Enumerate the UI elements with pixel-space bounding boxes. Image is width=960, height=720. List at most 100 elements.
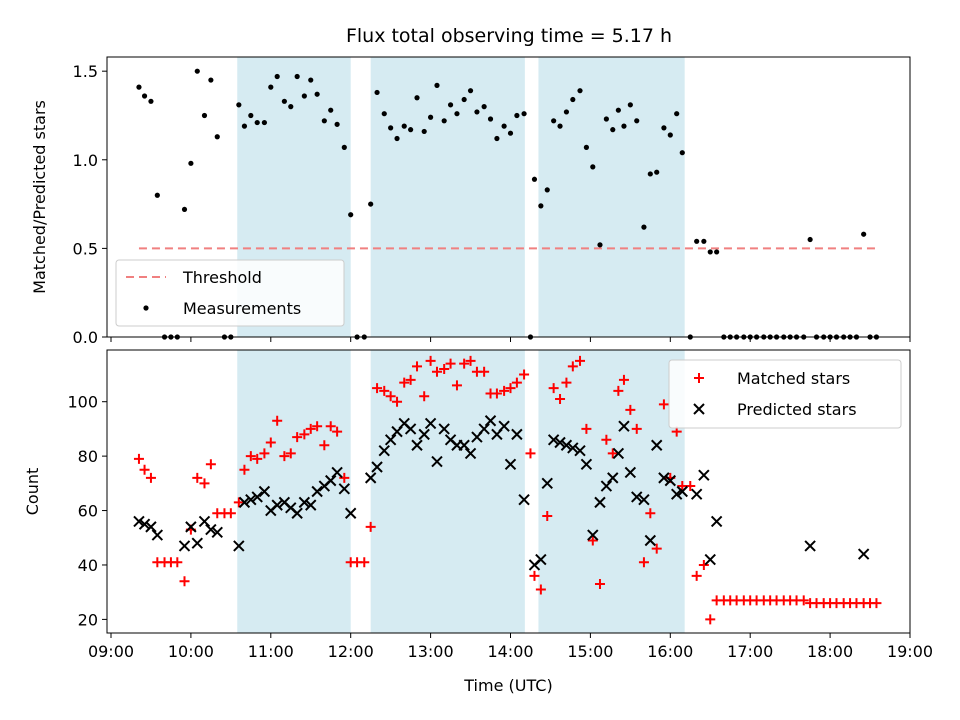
legend-plus-mark bbox=[694, 373, 704, 383]
matched-point bbox=[638, 557, 649, 568]
matched-point bbox=[594, 579, 605, 590]
top-x-ticks bbox=[110, 337, 911, 342]
shaded-interval-2 bbox=[370, 57, 525, 337]
bottom-x-axis: 09:00 10:00 11:00 12:00 13:00 14:00 15:00 16:00… bbox=[88, 633, 933, 661]
predicted-point bbox=[185, 521, 197, 533]
measurement-point bbox=[236, 102, 242, 108]
measurement-point bbox=[514, 112, 520, 119]
measurement-point bbox=[141, 93, 148, 99]
matched-point bbox=[145, 472, 156, 483]
bottom-legend: Matched stars Predicted stars bbox=[668, 359, 902, 429]
predicted-point bbox=[438, 423, 450, 435]
measurement-point bbox=[261, 119, 268, 126]
matched-point bbox=[535, 584, 546, 595]
matched-point bbox=[379, 385, 390, 396]
measurement-point bbox=[181, 206, 188, 213]
matched-point bbox=[561, 377, 572, 388]
measurement-point bbox=[714, 249, 720, 255]
predicted-point bbox=[612, 447, 625, 460]
measurement-point bbox=[507, 130, 514, 136]
matched-point bbox=[292, 432, 303, 443]
measurement-point bbox=[597, 242, 603, 248]
predicted-point bbox=[133, 515, 145, 528]
predicted-point bbox=[404, 423, 417, 435]
predicted-point bbox=[710, 515, 723, 528]
top-legend: Threshold Measurements bbox=[115, 259, 345, 327]
shaded-interval-3 bbox=[538, 350, 685, 633]
top-plot-frame bbox=[106, 56, 911, 338]
x-tick-label: 16:00 bbox=[647, 642, 693, 661]
measurement-point bbox=[615, 107, 621, 113]
bottom-panel: 20 40 60 80 100 09:00 10:00 11:00 12:00 13:00 14:… bbox=[23, 349, 933, 695]
measurement-point bbox=[334, 121, 340, 127]
measurement-point bbox=[447, 102, 454, 108]
matched-point bbox=[505, 383, 516, 394]
predicted-point bbox=[670, 488, 683, 500]
matched-point bbox=[625, 404, 636, 415]
measurement-point bbox=[661, 125, 667, 131]
predicted-point bbox=[258, 485, 271, 498]
y-tick-label: 1.0 bbox=[73, 151, 98, 170]
shaded-interval-2 bbox=[370, 350, 525, 633]
measurement-point bbox=[861, 231, 867, 237]
predicted-point bbox=[464, 447, 477, 460]
predicted-point bbox=[458, 439, 470, 451]
matched-point bbox=[419, 391, 430, 402]
predicted-point bbox=[344, 507, 357, 519]
top-y-axis: 0.0 0.5 1.0 1.5 bbox=[73, 62, 107, 347]
matched-point bbox=[139, 464, 150, 475]
matched-point bbox=[651, 543, 662, 554]
matched-point bbox=[425, 355, 436, 366]
predicted-point bbox=[271, 499, 283, 511]
measurement-point bbox=[381, 111, 387, 117]
measurement-point bbox=[427, 114, 434, 120]
measurement-point bbox=[707, 249, 713, 255]
x-tick-label: 11:00 bbox=[248, 642, 294, 661]
matched-point bbox=[691, 570, 702, 581]
predicted-point bbox=[804, 540, 816, 552]
top-legend-box bbox=[115, 259, 345, 327]
measurement-point bbox=[201, 112, 208, 119]
x-tick-label: 19:00 bbox=[887, 642, 933, 661]
matched-point bbox=[225, 508, 236, 519]
measurement-point bbox=[408, 127, 414, 133]
matched-point bbox=[365, 521, 376, 532]
matched-point bbox=[698, 559, 709, 570]
predicted-point bbox=[411, 439, 423, 451]
measurement-point bbox=[328, 107, 334, 113]
matched-point bbox=[871, 598, 882, 609]
matched-point bbox=[479, 366, 490, 377]
matched-point bbox=[459, 358, 470, 369]
matched-point bbox=[405, 374, 416, 385]
matched-point bbox=[133, 453, 144, 464]
measurement-point bbox=[308, 77, 314, 83]
predicted-point bbox=[384, 434, 397, 446]
measurement-point bbox=[241, 123, 248, 129]
predicted-point bbox=[424, 417, 437, 430]
predicted-point bbox=[331, 466, 343, 479]
matched-point bbox=[252, 453, 263, 464]
legend-predicted-label: Predicted stars bbox=[737, 400, 857, 419]
predicted-point bbox=[658, 472, 670, 484]
measurement-point bbox=[254, 119, 260, 126]
matched-point bbox=[451, 380, 462, 391]
measurement-point bbox=[679, 150, 685, 156]
measurement-point bbox=[341, 144, 347, 150]
shaded-interval-1 bbox=[237, 350, 351, 633]
measurement-point bbox=[434, 82, 440, 88]
measurement-point bbox=[388, 125, 394, 131]
predicted-point bbox=[631, 491, 643, 503]
matched-point bbox=[613, 385, 624, 396]
measurement-point bbox=[414, 95, 420, 101]
measurement-point bbox=[394, 135, 400, 142]
matched-point bbox=[548, 383, 559, 394]
x-tick-label: 15:00 bbox=[567, 642, 613, 661]
predicted-point bbox=[151, 529, 164, 541]
matched-point bbox=[385, 391, 396, 402]
predicted-point bbox=[607, 472, 619, 484]
measurement-point bbox=[603, 116, 609, 122]
measurement-point bbox=[563, 109, 570, 115]
predicted-point bbox=[664, 474, 677, 487]
predicted-point bbox=[251, 491, 263, 503]
predicted-point bbox=[291, 507, 303, 519]
